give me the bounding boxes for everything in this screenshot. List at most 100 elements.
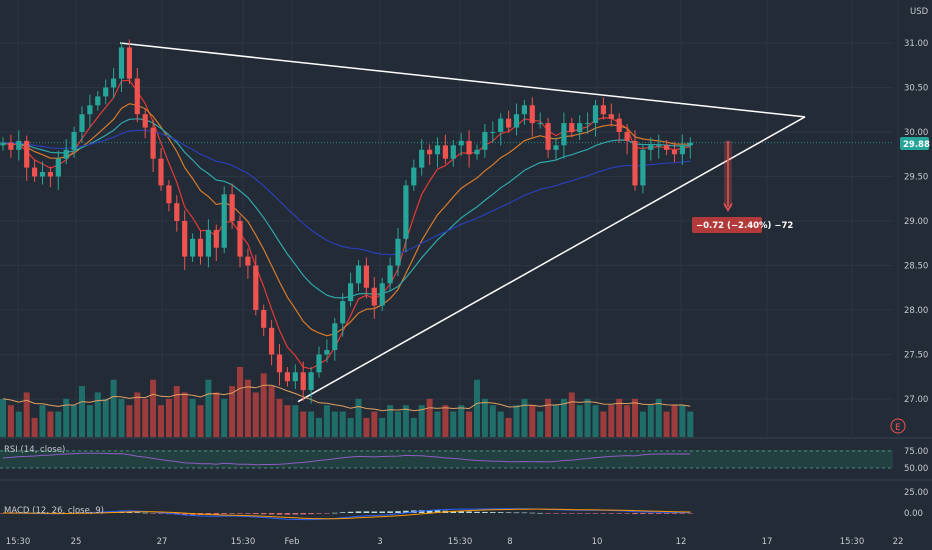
- candle-body[interactable]: [316, 354, 322, 373]
- candle-body[interactable]: [679, 145, 685, 155]
- candle-body[interactable]: [656, 145, 662, 147]
- candle-body[interactable]: [205, 229, 211, 257]
- upper-trendline[interactable]: [119, 42, 806, 118]
- time-axis[interactable]: 15:30 25 27 15:30 Feb 3 15:30 8 10 12 17 15:30 22: [6, 537, 904, 547]
- volume-bar: [252, 392, 259, 437]
- candle-body[interactable]: [458, 140, 464, 146]
- candle-body[interactable]: [545, 123, 551, 150]
- candle-body[interactable]: [490, 132, 496, 133]
- candle-body[interactable]: [292, 372, 298, 382]
- candle-body[interactable]: [506, 118, 512, 128]
- candle-body[interactable]: [616, 118, 622, 132]
- candle-body[interactable]: [427, 149, 433, 155]
- candle-body[interactable]: [450, 145, 456, 159]
- candle-body[interactable]: [182, 221, 188, 257]
- candle-body[interactable]: [442, 145, 448, 159]
- candle-body[interactable]: [348, 283, 354, 302]
- candle-body[interactable]: [111, 78, 117, 88]
- candle-body[interactable]: [324, 350, 330, 355]
- candle-body[interactable]: [434, 145, 441, 155]
- event-marker-icon[interactable]: E: [890, 418, 906, 434]
- candle-body[interactable]: [537, 123, 543, 125]
- candle-body[interactable]: [0, 142, 6, 146]
- candle-body[interactable]: [142, 114, 148, 128]
- candle-body[interactable]: [158, 158, 164, 186]
- candle-body[interactable]: [269, 327, 275, 355]
- candle-body[interactable]: [466, 140, 472, 155]
- candlesticks[interactable]: [0, 39, 693, 404]
- candle-body[interactable]: [640, 149, 646, 186]
- candle-body[interactable]: [16, 140, 22, 150]
- candle-body[interactable]: [221, 194, 227, 248]
- candle-body[interactable]: [95, 96, 101, 106]
- candle-body[interactable]: [521, 105, 527, 115]
- candle-body[interactable]: [498, 118, 504, 132]
- candle-body[interactable]: [561, 123, 567, 146]
- candle-body[interactable]: [166, 185, 172, 204]
- candle-body[interactable]: [190, 238, 196, 257]
- candle-body[interactable]: [332, 323, 338, 351]
- candle-body[interactable]: [664, 145, 670, 150]
- candle-body[interactable]: [174, 203, 180, 221]
- candle-body[interactable]: [284, 372, 290, 382]
- candle-body[interactable]: [513, 114, 520, 128]
- candle-body[interactable]: [134, 78, 140, 115]
- candle-body[interactable]: [276, 354, 283, 373]
- candle-body[interactable]: [118, 47, 125, 79]
- candle-body[interactable]: [577, 123, 583, 132]
- candle-body[interactable]: [24, 140, 30, 168]
- candle-body[interactable]: [474, 149, 480, 155]
- candle-body[interactable]: [300, 372, 306, 391]
- candle-body[interactable]: [608, 114, 614, 119]
- candle-body[interactable]: [648, 145, 654, 150]
- candle-body[interactable]: [632, 140, 638, 186]
- candle-body[interactable]: [529, 105, 535, 124]
- candle-body[interactable]: [39, 172, 46, 177]
- candle-body[interactable]: [63, 149, 69, 159]
- candle-body[interactable]: [387, 265, 393, 284]
- candle-body[interactable]: [395, 238, 401, 266]
- candle-body[interactable]: [553, 145, 559, 150]
- candle-body[interactable]: [363, 265, 369, 288]
- candle-body[interactable]: [687, 142, 693, 146]
- candle-body[interactable]: [419, 149, 425, 168]
- candle-body[interactable]: [592, 105, 599, 124]
- candle-body[interactable]: [126, 47, 132, 79]
- candle-body[interactable]: [213, 229, 219, 248]
- candle-body[interactable]: [411, 167, 417, 186]
- candle-body[interactable]: [79, 114, 85, 132]
- candle-body[interactable]: [103, 87, 109, 97]
- candle-body[interactable]: [150, 127, 156, 159]
- candle-body[interactable]: [379, 283, 385, 306]
- candle-body[interactable]: [253, 265, 259, 311]
- candle-body[interactable]: [245, 256, 251, 266]
- candle-body[interactable]: [55, 158, 61, 177]
- measure-tool[interactable]: −0.72 (−2.40%) −72: [692, 140, 793, 233]
- candle-body[interactable]: [261, 310, 267, 328]
- candle-body[interactable]: [308, 372, 314, 391]
- candle-body[interactable]: [32, 167, 38, 177]
- candle-body[interactable]: [600, 105, 606, 115]
- candle-body[interactable]: [8, 142, 14, 150]
- candle-body[interactable]: [403, 185, 409, 239]
- candle-body[interactable]: [355, 265, 362, 284]
- candle-body[interactable]: [371, 287, 377, 306]
- macd-histogram-bar: [324, 513, 330, 514]
- candle-body[interactable]: [87, 105, 93, 115]
- candle-body[interactable]: [47, 172, 53, 177]
- candle-body[interactable]: [482, 132, 488, 150]
- candle-body[interactable]: [237, 221, 243, 257]
- candle-body[interactable]: [671, 149, 678, 155]
- price-axis[interactable]: 31.00 30.50 30.00 29.50 29.00 28.50 28.00 27.50…: [904, 39, 928, 405]
- candle-body[interactable]: [569, 123, 575, 132]
- candle-body[interactable]: [71, 132, 77, 150]
- candle-body[interactable]: [624, 132, 630, 141]
- candle-body[interactable]: [197, 238, 204, 257]
- candle-body[interactable]: [340, 301, 346, 324]
- trendlines[interactable]: [119, 42, 806, 403]
- lower-trendline[interactable]: [297, 116, 806, 403]
- candle-body[interactable]: [229, 194, 235, 221]
- rsi-line: [2, 452, 691, 466]
- candle-body[interactable]: [585, 123, 591, 125]
